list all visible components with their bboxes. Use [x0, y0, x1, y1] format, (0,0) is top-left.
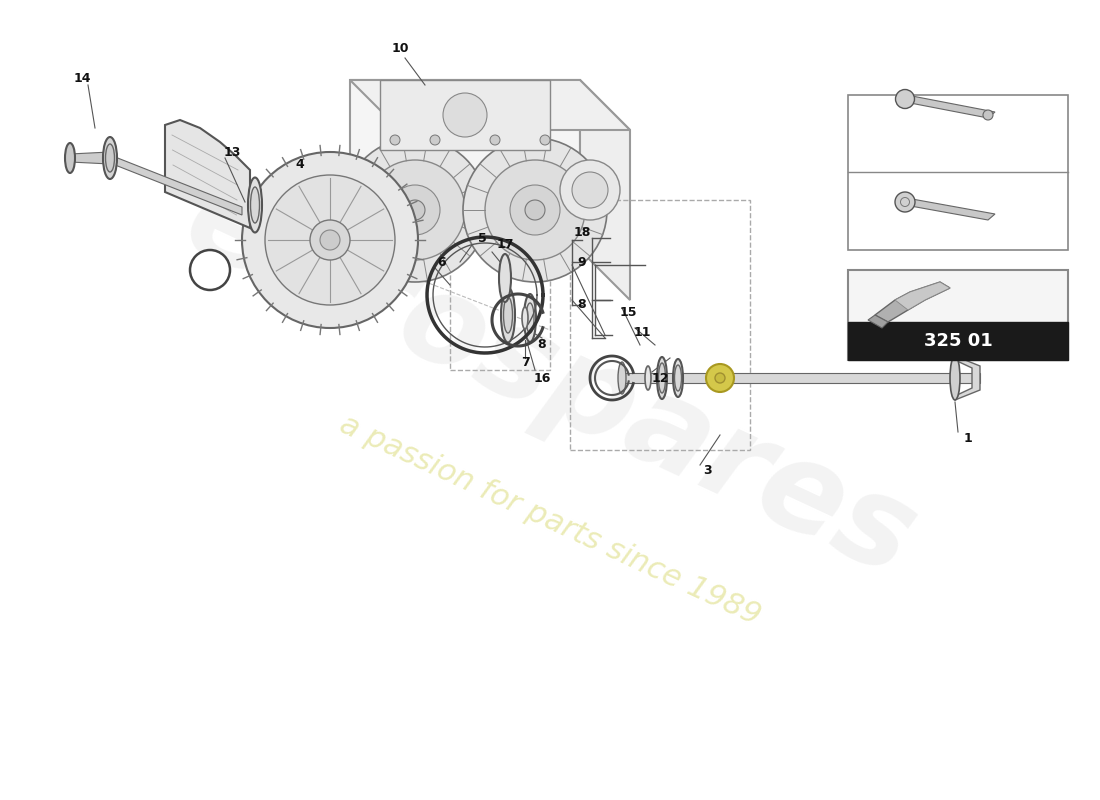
Circle shape — [343, 138, 487, 282]
Polygon shape — [350, 80, 580, 250]
Text: eurospares: eurospares — [166, 158, 934, 602]
Ellipse shape — [659, 363, 666, 393]
Circle shape — [560, 160, 620, 220]
Circle shape — [390, 185, 440, 235]
Circle shape — [443, 93, 487, 137]
Text: 4: 4 — [296, 158, 305, 171]
Ellipse shape — [618, 362, 626, 394]
Polygon shape — [165, 120, 250, 228]
Ellipse shape — [499, 254, 512, 302]
Bar — [848, 95, 1068, 250]
Text: 2: 2 — [206, 263, 214, 277]
Circle shape — [525, 200, 544, 220]
Ellipse shape — [504, 297, 513, 333]
Ellipse shape — [106, 144, 114, 172]
Text: 7: 7 — [520, 355, 529, 369]
Circle shape — [490, 135, 500, 145]
Polygon shape — [580, 80, 630, 300]
Ellipse shape — [65, 143, 75, 173]
Text: 8: 8 — [578, 298, 586, 311]
Circle shape — [265, 175, 395, 305]
Circle shape — [895, 192, 915, 212]
Polygon shape — [905, 199, 996, 220]
Text: 11: 11 — [634, 326, 651, 338]
Text: 8: 8 — [538, 338, 547, 351]
Polygon shape — [620, 373, 980, 383]
Text: 3: 3 — [703, 463, 712, 477]
Circle shape — [706, 364, 734, 392]
Bar — [450, 220, 550, 370]
Text: 6: 6 — [438, 255, 447, 269]
Bar — [379, 80, 550, 150]
Text: 18: 18 — [573, 226, 591, 238]
Polygon shape — [110, 155, 242, 215]
Circle shape — [540, 135, 550, 145]
Text: 9: 9 — [578, 255, 586, 269]
Ellipse shape — [674, 365, 682, 391]
Text: 14: 14 — [74, 71, 90, 85]
Circle shape — [365, 160, 465, 260]
Circle shape — [572, 172, 608, 208]
Polygon shape — [350, 80, 630, 130]
Text: 3: 3 — [868, 103, 877, 117]
Bar — [848, 322, 1068, 360]
Circle shape — [405, 200, 425, 220]
Ellipse shape — [673, 359, 683, 397]
Text: 15: 15 — [619, 306, 637, 318]
Ellipse shape — [524, 294, 536, 342]
Polygon shape — [874, 282, 950, 322]
Bar — [848, 270, 1068, 360]
Ellipse shape — [950, 356, 960, 400]
Polygon shape — [955, 356, 980, 400]
Circle shape — [715, 373, 725, 383]
Bar — [570, 200, 750, 450]
Text: 13: 13 — [223, 146, 241, 158]
Circle shape — [390, 135, 400, 145]
Text: 1: 1 — [964, 431, 972, 445]
Circle shape — [510, 185, 560, 235]
Text: 325 01: 325 01 — [924, 332, 992, 350]
Polygon shape — [868, 315, 888, 328]
Polygon shape — [70, 152, 110, 164]
Ellipse shape — [500, 287, 515, 342]
Text: 10: 10 — [392, 42, 409, 54]
Ellipse shape — [657, 357, 667, 399]
Ellipse shape — [251, 187, 260, 223]
Circle shape — [983, 110, 993, 120]
Polygon shape — [895, 282, 950, 310]
Ellipse shape — [645, 366, 651, 390]
Circle shape — [310, 220, 350, 260]
Circle shape — [463, 138, 607, 282]
Text: 2: 2 — [868, 206, 877, 218]
Text: 12: 12 — [651, 371, 669, 385]
Ellipse shape — [248, 178, 262, 233]
Circle shape — [242, 152, 418, 328]
Circle shape — [430, 135, 440, 145]
Text: a passion for parts since 1989: a passion for parts since 1989 — [336, 410, 764, 630]
Ellipse shape — [526, 303, 534, 333]
Text: 16: 16 — [534, 371, 551, 385]
Ellipse shape — [522, 307, 528, 329]
Circle shape — [485, 160, 585, 260]
Circle shape — [190, 250, 230, 290]
Polygon shape — [905, 96, 996, 118]
Text: 5: 5 — [477, 231, 486, 245]
Ellipse shape — [103, 137, 117, 179]
Text: 17: 17 — [496, 238, 514, 251]
Circle shape — [895, 90, 914, 109]
Circle shape — [320, 230, 340, 250]
